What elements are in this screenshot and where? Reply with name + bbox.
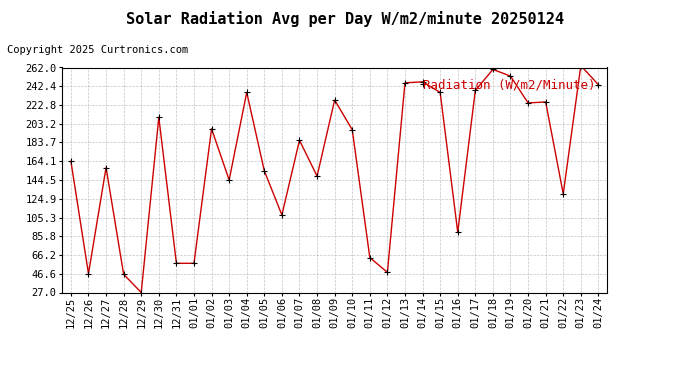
Radiation (W/m2/Minute) bbox=[172, 261, 181, 266]
Radiation (W/m2/Minute) bbox=[84, 272, 92, 276]
Radiation (W/m2/Minute) bbox=[489, 67, 497, 72]
Radiation (W/m2/Minute) bbox=[542, 100, 550, 104]
Radiation (W/m2/Minute) bbox=[348, 128, 356, 132]
Radiation (W/m2/Minute) bbox=[137, 290, 146, 295]
Radiation (W/m2/Minute) bbox=[67, 159, 75, 164]
Radiation (W/m2/Minute) bbox=[243, 90, 251, 94]
Radiation (W/m2/Minute) bbox=[260, 169, 268, 173]
Radiation (W/m2/Minute) bbox=[471, 88, 480, 93]
Radiation (W/m2/Minute) bbox=[366, 255, 374, 260]
Radiation (W/m2/Minute) bbox=[119, 272, 128, 276]
Radiation (W/m2/Minute) bbox=[453, 230, 462, 234]
Text: Copyright 2025 Curtronics.com: Copyright 2025 Curtronics.com bbox=[7, 45, 188, 55]
Line: Radiation (W/m2/Minute): Radiation (W/m2/Minute) bbox=[68, 63, 601, 295]
Radiation (W/m2/Minute) bbox=[436, 90, 444, 94]
Radiation (W/m2/Minute) bbox=[524, 100, 532, 105]
Radiation (W/m2/Minute) bbox=[278, 213, 286, 217]
Radiation (W/m2/Minute) bbox=[102, 165, 110, 170]
Legend: Radiation (W/m2/Minute): Radiation (W/m2/Minute) bbox=[418, 74, 601, 97]
Radiation (W/m2/Minute) bbox=[225, 178, 233, 182]
Radiation (W/m2/Minute) bbox=[190, 261, 198, 266]
Radiation (W/m2/Minute) bbox=[418, 80, 426, 84]
Radiation (W/m2/Minute) bbox=[506, 74, 515, 78]
Text: Solar Radiation Avg per Day W/m2/minute 20250124: Solar Radiation Avg per Day W/m2/minute … bbox=[126, 11, 564, 27]
Radiation (W/m2/Minute) bbox=[383, 270, 391, 274]
Radiation (W/m2/Minute) bbox=[559, 192, 567, 196]
Radiation (W/m2/Minute) bbox=[401, 81, 409, 85]
Radiation (W/m2/Minute) bbox=[331, 98, 339, 102]
Radiation (W/m2/Minute) bbox=[208, 126, 216, 131]
Radiation (W/m2/Minute) bbox=[313, 174, 322, 178]
Radiation (W/m2/Minute) bbox=[155, 115, 163, 120]
Radiation (W/m2/Minute) bbox=[295, 138, 304, 142]
Radiation (W/m2/Minute) bbox=[577, 63, 585, 68]
Radiation (W/m2/Minute) bbox=[594, 82, 602, 87]
